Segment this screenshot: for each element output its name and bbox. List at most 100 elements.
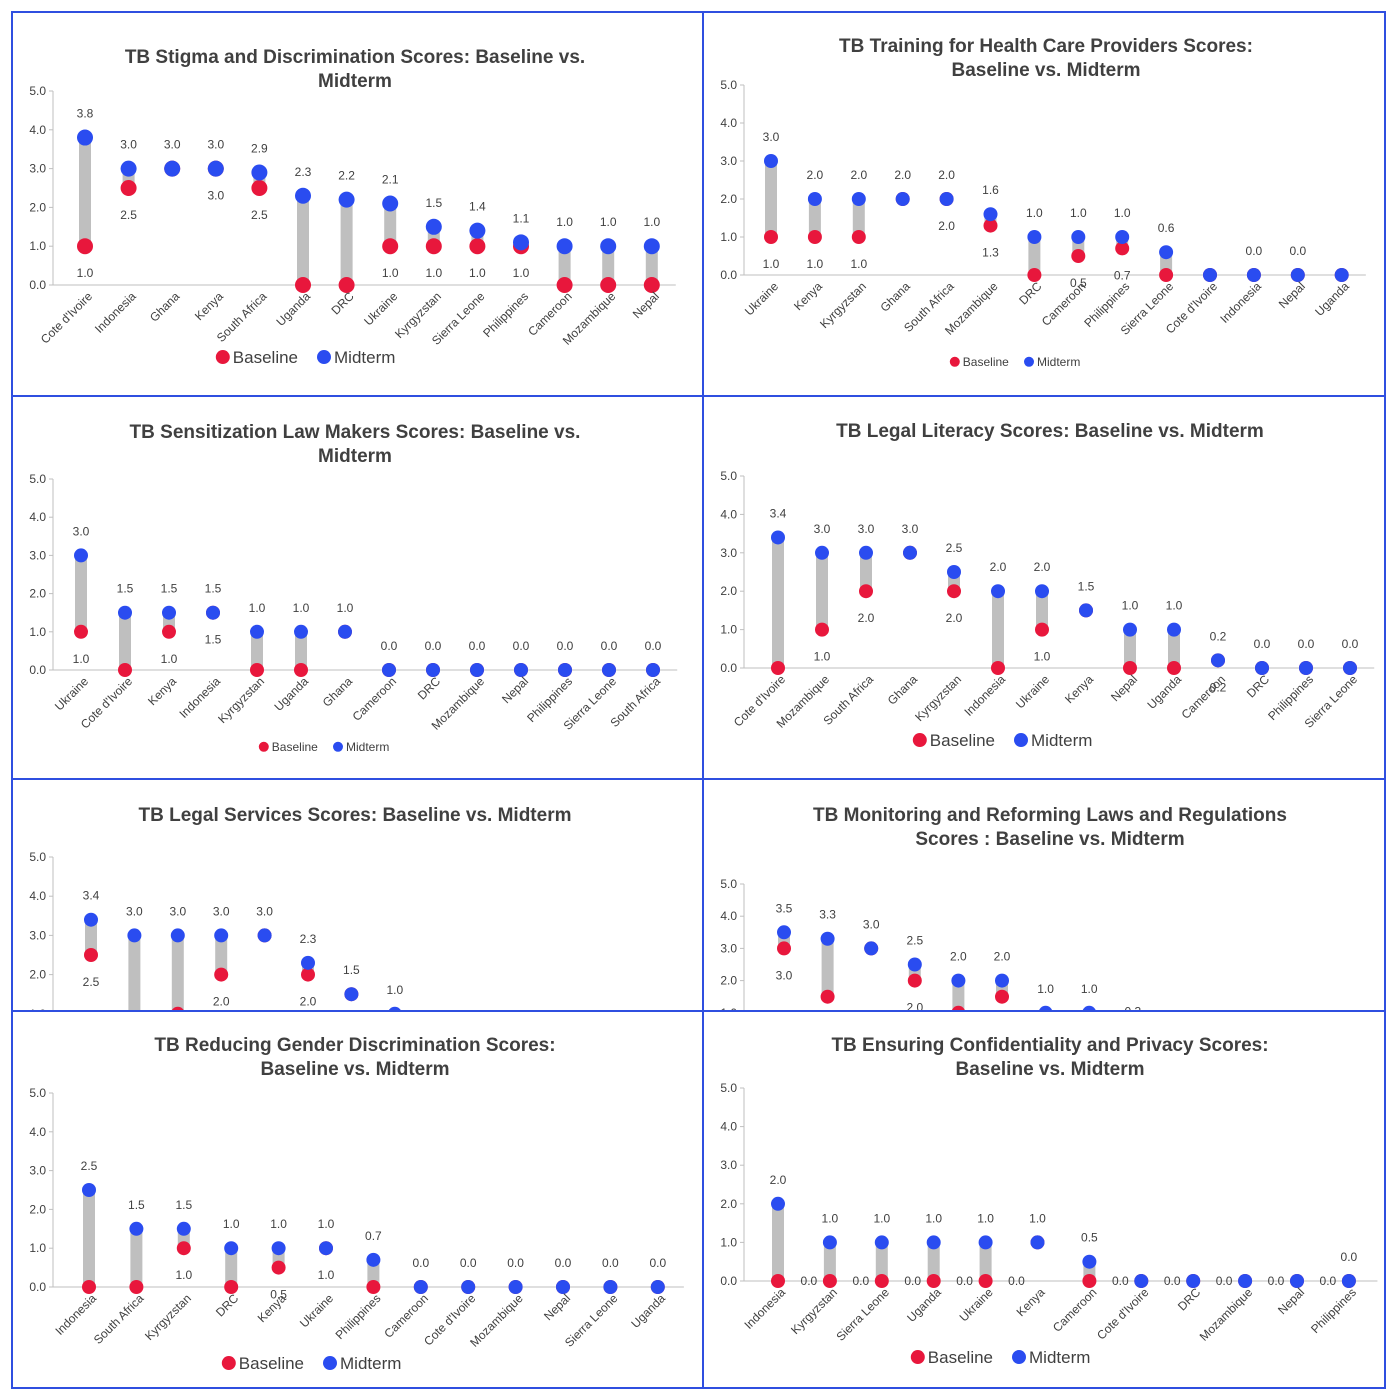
midterm-point (295, 187, 311, 204)
category-label: Cameroon (1050, 1285, 1100, 1335)
baseline-point (771, 1274, 785, 1288)
baseline-point (820, 989, 835, 1004)
legend-baseline-label: Baseline (239, 1354, 304, 1373)
midterm-point (84, 912, 98, 927)
baseline-data-label: 0.2 (1210, 680, 1227, 694)
midterm-data-label: 3.0 (858, 522, 875, 536)
category-label: Kenya (791, 279, 825, 313)
baseline-point (382, 238, 399, 255)
baseline-point (1071, 249, 1086, 263)
legend-midterm-label: Midterm (340, 1354, 401, 1373)
baseline-data-label: 2.5 (83, 975, 100, 989)
chart-panel-legal-literacy: TB Legal Literacy Scores: Baseline vs. M… (702, 395, 1386, 780)
y-tick-label: 5.0 (29, 84, 46, 98)
baseline-point (874, 1274, 889, 1288)
y-tick-label: 1.0 (29, 625, 46, 639)
legend-baseline-marker (912, 733, 927, 748)
y-tick-label: 4.0 (720, 909, 737, 923)
midterm-data-label: 3.0 (814, 522, 831, 536)
legend-midterm-label: Midterm (346, 740, 389, 754)
midterm-point (461, 1280, 476, 1294)
midterm-data-label: 0.0 (460, 1256, 477, 1270)
chart-title-line: TB Reducing Gender Discrimination Scores… (154, 1035, 555, 1056)
category-label: Kyrgyzstan (817, 279, 869, 331)
y-tick-label: 5.0 (720, 877, 737, 891)
category-label: Nepal (499, 674, 531, 706)
midterm-point (170, 928, 185, 943)
category-label: Nepal (1108, 672, 1140, 704)
y-tick-label: 0.0 (29, 278, 46, 292)
midterm-data-label: 2.5 (906, 934, 923, 948)
midterm-point (643, 238, 660, 255)
midterm-point (777, 925, 791, 940)
legend-midterm-label: Midterm (334, 348, 395, 367)
chart-panel-gender: TB Reducing Gender Discrimination Scores… (11, 1010, 704, 1389)
midterm-data-label: 1.0 (1029, 1211, 1046, 1225)
baseline-point (469, 238, 486, 255)
midterm-point (1334, 268, 1349, 282)
baseline-data-label: 0.7 (1114, 268, 1131, 282)
chart-title-line: TB Training for Health Care Providers Sc… (839, 36, 1253, 57)
chart-title-line: TB Stigma and Discrimination Scores: Bas… (125, 47, 585, 68)
y-tick-label: 0.0 (720, 268, 737, 282)
y-tick-label: 4.0 (29, 889, 46, 903)
baseline-point (162, 624, 176, 639)
baseline-point (777, 941, 791, 956)
midterm-point (822, 1235, 837, 1250)
category-label: Kyrgyzstan (142, 1291, 194, 1343)
legend-baseline-label: Baseline (233, 348, 298, 367)
category-label: Ukraine (742, 279, 781, 318)
midterm-point (257, 928, 272, 943)
midterm-data-label: 0.0 (1289, 244, 1306, 258)
baseline-data-label: 0.5 (270, 1288, 287, 1302)
baseline-data-label: 2.0 (858, 611, 875, 625)
chart-title-line: TB Monitoring and Reforming Laws and Reg… (813, 805, 1287, 826)
midterm-data-label: 1.0 (873, 1211, 890, 1225)
midterm-point (127, 928, 142, 943)
midterm-data-label: 2.0 (1034, 560, 1051, 574)
chart-panel-monitoring-laws: TB Monitoring and Reforming Laws and Reg… (702, 778, 1386, 1012)
midterm-data-label: 2.5 (81, 1159, 98, 1173)
midterm-data-label: 2.0 (990, 560, 1007, 574)
category-label: Kenya (1062, 672, 1096, 706)
midterm-point (983, 207, 998, 222)
category-label: Cameroon (350, 674, 400, 724)
y-tick-label: 2.0 (720, 192, 737, 206)
y-tick-label: 3.0 (720, 941, 737, 955)
chart-svg: TB Reducing Gender Discrimination Scores… (29, 1035, 684, 1373)
category-label: Kenya (145, 674, 179, 708)
legend-midterm-marker (333, 741, 343, 752)
midterm-data-label: 1.0 (386, 983, 403, 997)
chart-svg: TB Ensuring Confidentiality and Privacy … (720, 1035, 1378, 1367)
midterm-data-label: 3.0 (256, 904, 273, 918)
y-tick-label: 4.0 (720, 116, 737, 130)
baseline-point (991, 661, 1005, 675)
midterm-point (1299, 661, 1313, 675)
y-tick-label: 3.0 (29, 548, 46, 562)
midterm-point (251, 164, 268, 181)
midterm-point (388, 1006, 401, 1010)
midterm-point (1159, 245, 1174, 260)
baseline-point (995, 989, 1009, 1004)
baseline-data-label: 1.0 (850, 257, 867, 271)
midterm-point (118, 605, 132, 620)
midterm-data-label: 1.0 (223, 1217, 240, 1231)
midterm-data-label: 3.4 (83, 889, 100, 903)
baseline-point (1123, 661, 1137, 675)
baseline-data-label: 1.0 (318, 1268, 335, 1282)
baseline-point (983, 218, 998, 233)
baseline-point (556, 277, 573, 293)
chart-panel-law-makers: TB Sensitization Law Makers Scores: Base… (11, 395, 704, 780)
midterm-data-label: 1.5 (128, 1198, 145, 1212)
midterm-point (1341, 1274, 1356, 1288)
category-label: Uganda (628, 1291, 668, 1331)
baseline-data-label: 1.0 (763, 257, 780, 271)
midterm-point (815, 545, 829, 560)
baseline-point (771, 661, 785, 675)
baseline-data-label: 3.0 (207, 189, 224, 203)
midterm-data-label: 3.0 (213, 904, 230, 918)
category-label: Kenya (1014, 1285, 1048, 1319)
midterm-data-label: 2.0 (994, 950, 1011, 964)
legend-baseline-marker (949, 356, 960, 367)
midterm-point (508, 1280, 523, 1294)
